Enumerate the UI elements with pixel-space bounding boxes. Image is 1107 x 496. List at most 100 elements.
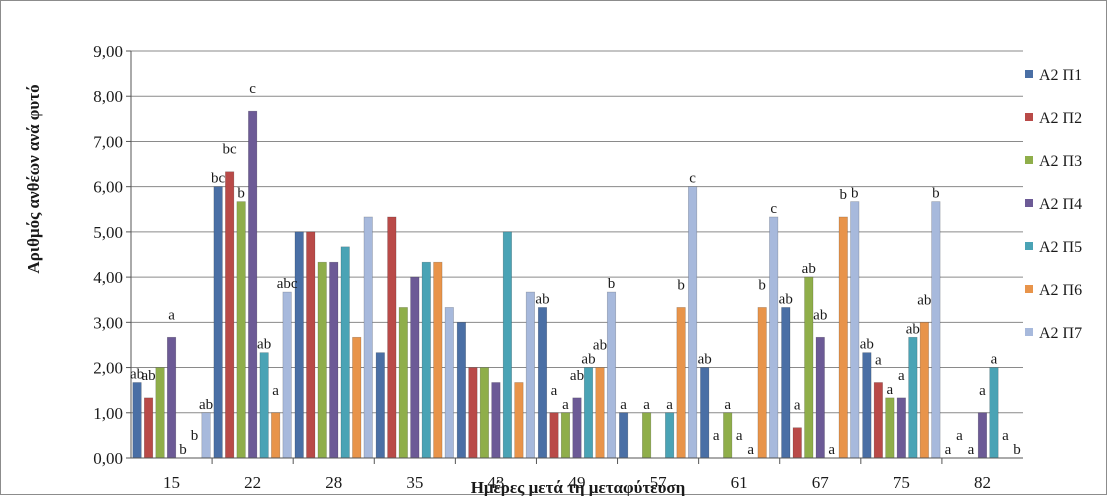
x-tick-label: 35 xyxy=(406,473,423,492)
legend-label: A2 Π6 xyxy=(1039,282,1082,299)
bar-a2-π7-67 xyxy=(850,201,860,459)
significance-label: ab xyxy=(593,338,607,354)
bar-a2-π4-15 xyxy=(166,336,177,459)
significance-label: a xyxy=(666,397,673,413)
y-tick-label: 3,00 xyxy=(93,313,123,332)
bar-a2-π3-61 xyxy=(723,412,733,459)
y-axis-title: Αριθμός ανθέων ανά φυτό xyxy=(24,84,43,273)
significance-label: b xyxy=(677,277,685,293)
significance-label: ab xyxy=(813,307,827,323)
significance-label: b xyxy=(840,187,848,203)
bar-a2-π2-67 xyxy=(792,427,802,459)
significance-label: abc xyxy=(277,276,298,292)
bar-a2-π6-75 xyxy=(919,322,929,459)
y-tick-label: 1,00 xyxy=(93,404,123,423)
bar-a2-π3-67 xyxy=(804,276,814,459)
significance-label: a xyxy=(887,382,894,398)
bar-a2-π5-35 xyxy=(421,261,431,459)
significance-label: ab xyxy=(570,368,584,384)
significance-label: a xyxy=(875,352,882,368)
bar-a2-π1-57 xyxy=(619,412,629,459)
bar-a2-π6-43 xyxy=(514,382,524,459)
y-tick-label: 2,00 xyxy=(93,359,123,378)
significance-label: b xyxy=(608,276,616,292)
bar-a2-π6-28 xyxy=(352,336,362,459)
bar-a2-π7-22 xyxy=(282,291,292,459)
bar-a2-π7-57 xyxy=(688,186,698,459)
legend-swatch xyxy=(1025,285,1033,293)
significance-label: a xyxy=(562,397,569,413)
significance-label: b xyxy=(179,442,187,458)
significance-label: a xyxy=(272,383,279,399)
bar-a2-π6-57 xyxy=(676,307,686,459)
significance-label: ab xyxy=(802,261,816,277)
significance-label: a xyxy=(168,307,175,323)
bar-a2-π5-75 xyxy=(908,336,918,459)
significance-label: c xyxy=(770,201,777,217)
significance-label: b xyxy=(1013,442,1021,458)
bar-a2-π7-49 xyxy=(606,291,617,459)
legend-swatch xyxy=(1025,156,1033,164)
bar-a2-π1-61 xyxy=(700,367,710,459)
bar-a2-π5-22 xyxy=(259,352,269,459)
bar-a2-π7-43 xyxy=(525,291,535,459)
bar-a2-π7-35 xyxy=(444,307,454,459)
significance-label: b xyxy=(851,186,859,202)
bar-a2-π1-75 xyxy=(862,352,872,459)
bar-a2-π1-35 xyxy=(375,352,385,459)
significance-label: b xyxy=(758,277,766,293)
significance-label: ab xyxy=(779,291,793,307)
significance-label: a xyxy=(747,442,754,458)
bar-a2-π5-49 xyxy=(583,367,594,459)
legend-swatch xyxy=(1025,70,1033,78)
y-tick-labels: 0,00 1,00 2,00 3,00 4,00 5,00 6,00 7,00 8,00 9,00 xyxy=(93,42,123,468)
x-tick-label: 57 xyxy=(650,473,668,492)
x-tick-label: 15 xyxy=(163,473,180,492)
y-tick-label: 5,00 xyxy=(93,223,123,242)
significance-label: a xyxy=(724,397,731,413)
significance-label: b xyxy=(932,186,940,202)
bar-a2-π5-43 xyxy=(502,231,512,459)
legend-label: A2 Π3 xyxy=(1039,153,1082,170)
bar-a2-π1-15 xyxy=(132,382,142,459)
significance-label: a xyxy=(979,383,986,399)
significance-label: ab xyxy=(130,366,144,382)
significance-label: b xyxy=(191,428,199,444)
significance-label: a xyxy=(713,428,720,444)
x-tick-label: 22 xyxy=(244,473,261,492)
significance-label: c xyxy=(689,171,696,187)
bar-a2-π3-49 xyxy=(560,412,571,459)
bar-a2-π2-43 xyxy=(468,367,478,459)
bar-a2-π3-57 xyxy=(642,412,652,459)
y-tick-label: 9,00 xyxy=(93,42,123,61)
significance-label: a xyxy=(551,383,558,399)
legend-label: A2 Π2 xyxy=(1039,110,1082,127)
bar-a2-π3-43 xyxy=(479,367,489,459)
gridlines xyxy=(131,50,1023,414)
bar-a2-π3-28 xyxy=(317,261,327,459)
y-tick-label: 8,00 xyxy=(93,87,123,106)
bar-a2-π4-28 xyxy=(329,261,339,459)
significance-label: c xyxy=(249,81,256,97)
significance-label: a xyxy=(1002,428,1009,444)
significance-label: bc xyxy=(223,142,238,158)
bar-a2-π2-28 xyxy=(306,231,316,459)
significance-label: ab xyxy=(906,321,920,337)
significance-label: a xyxy=(736,428,743,444)
significance-label: a xyxy=(991,352,998,368)
x-tick-label: 61 xyxy=(731,473,748,492)
legend-label: A2 Π5 xyxy=(1039,239,1082,256)
x-axis-title: Ημέρες μετά τη μεταφύτευση xyxy=(471,478,686,496)
significance-label: a xyxy=(968,442,975,458)
bar-a2-π6-22 xyxy=(271,412,281,459)
significance-label: a xyxy=(620,397,627,413)
x-tick-labels: 15 22 28 35 43 49 57 61 67 75 82 xyxy=(163,473,991,492)
bar-a2-π1-28 xyxy=(294,231,304,459)
bar-a2-π4-67 xyxy=(815,336,825,459)
bar-a2-π7-75 xyxy=(931,201,941,459)
significance-label: ab xyxy=(535,291,549,307)
bar-a2-π4-22 xyxy=(248,110,258,459)
x-tick-label: 67 xyxy=(812,473,830,492)
significance-label: ab xyxy=(860,337,874,353)
bar-a2-π6-35 xyxy=(433,261,443,459)
